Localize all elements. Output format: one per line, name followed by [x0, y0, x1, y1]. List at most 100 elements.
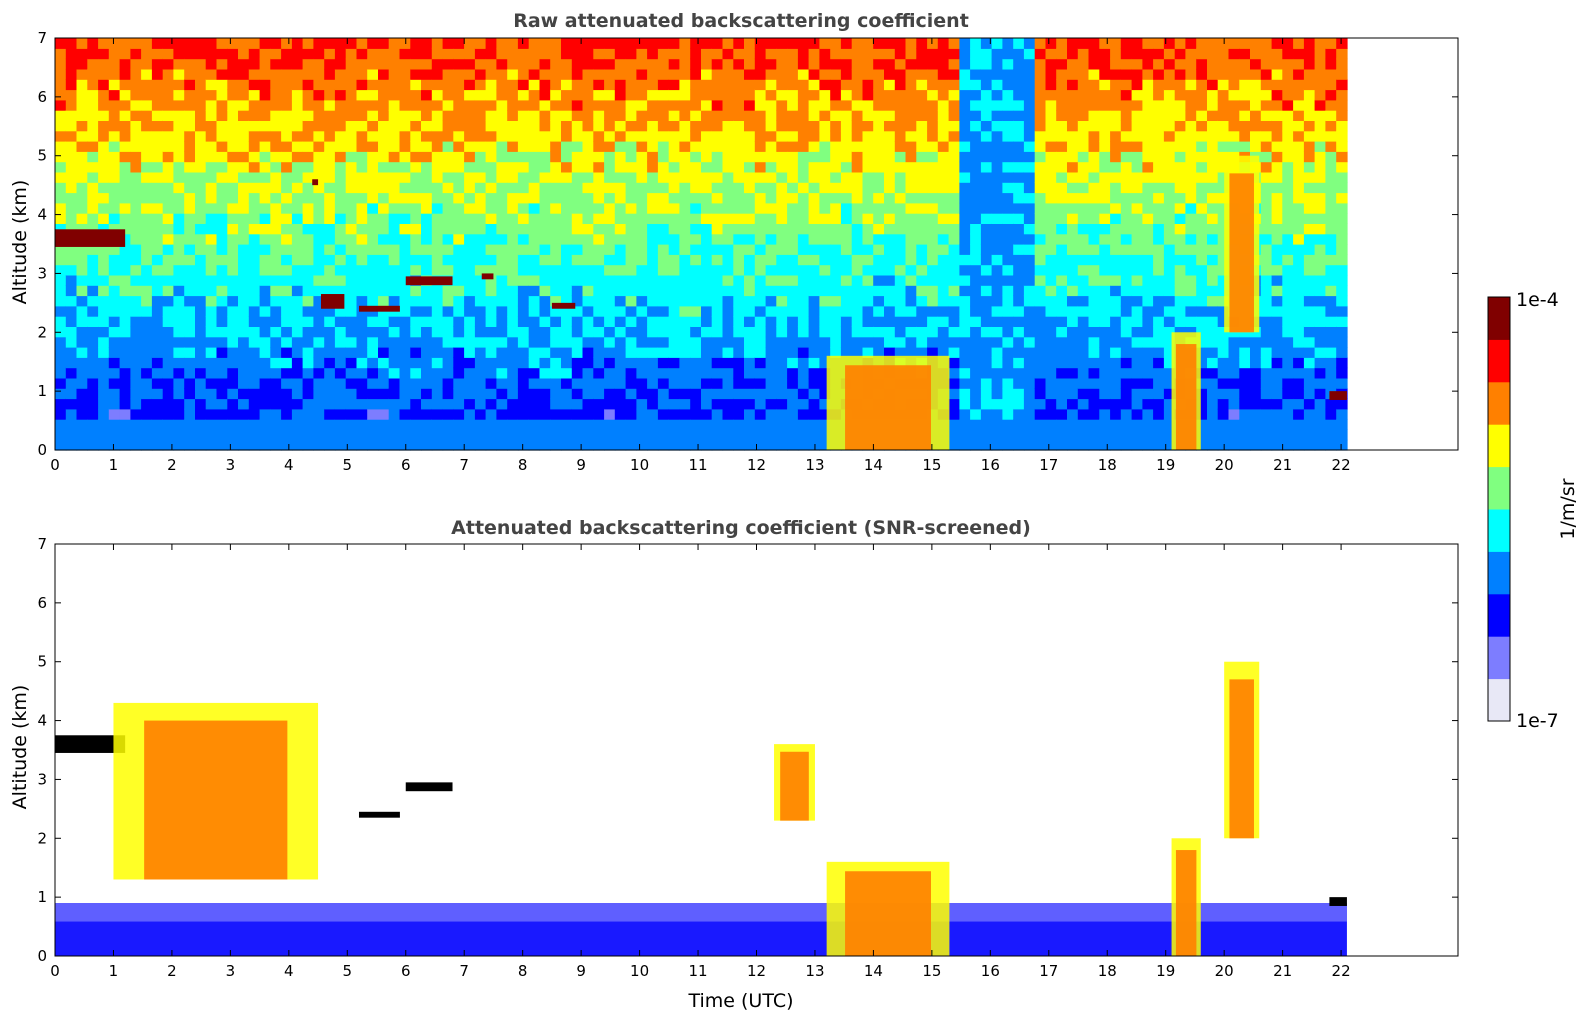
- heatmap-cell: [356, 367, 368, 379]
- heatmap-cell: [754, 130, 767, 142]
- heatmap-cell: [948, 336, 960, 348]
- heatmap-cell: [894, 223, 907, 235]
- heatmap-cell: [162, 377, 175, 389]
- heatmap-cell: [87, 171, 99, 183]
- heatmap-cell: [1260, 357, 1273, 369]
- heatmap-cell: [1120, 398, 1133, 410]
- heatmap-cell: [281, 89, 293, 101]
- heatmap-cell: [980, 192, 993, 204]
- heatmap-cell: [291, 398, 304, 410]
- heatmap-cell: [141, 48, 153, 60]
- heatmap-cell: [808, 171, 820, 183]
- heatmap-cell: [916, 264, 928, 276]
- heatmap-cell: [970, 367, 982, 379]
- heatmap-cell: [1110, 58, 1122, 70]
- heatmap-cell: [1185, 171, 1197, 183]
- heatmap-cell: [216, 419, 228, 430]
- heatmap-cell: [1336, 377, 1348, 389]
- heatmap-cell: [1282, 130, 1294, 142]
- heatmap-cell: [1045, 233, 1057, 245]
- heatmap-cell: [474, 295, 487, 307]
- heatmap-cell: [313, 89, 325, 101]
- heatmap-cell: [1056, 141, 1068, 152]
- heatmap-cell: [1056, 305, 1068, 317]
- heatmap-cell: [1142, 223, 1154, 235]
- heatmap-cell: [184, 439, 196, 451]
- heatmap-cell: [1196, 388, 1208, 400]
- heatmap-cell: [98, 110, 110, 121]
- heatmap-cell: [195, 244, 207, 255]
- heatmap-cell: [1282, 377, 1294, 389]
- heatmap-cell: [1336, 429, 1348, 441]
- heatmap-cell: [840, 48, 853, 60]
- heatmap-cell: [259, 336, 271, 348]
- heatmap-cell: [162, 130, 175, 142]
- heatmap-cell: [604, 130, 616, 142]
- heatmap-cell: [539, 295, 551, 307]
- heatmap-cell: [582, 419, 594, 430]
- heatmap-cell: [1110, 89, 1122, 101]
- heatmap-cell: [151, 367, 164, 379]
- heatmap-cell: [334, 264, 347, 276]
- heatmap-cell: [1185, 316, 1197, 327]
- heatmap-cell: [55, 305, 67, 317]
- heatmap-cell: [1217, 120, 1230, 132]
- heatmap-cell: [87, 48, 99, 60]
- heatmap-cell: [754, 68, 767, 80]
- heatmap-cell: [1293, 419, 1305, 430]
- heatmap-cell: [1293, 326, 1305, 338]
- heatmap-cell: [528, 79, 541, 91]
- heatmap-cell: [636, 357, 648, 369]
- heatmap-cell: [690, 367, 702, 379]
- heatmap-cell: [378, 110, 390, 121]
- heatmap-cell: [830, 38, 842, 49]
- heatmap-cell: [76, 254, 88, 266]
- heatmap-cell: [927, 326, 939, 338]
- heatmap-cell: [108, 305, 121, 317]
- heatmap-cell: [711, 233, 724, 245]
- heatmap-cell: [894, 79, 907, 91]
- heatmap-cell: [410, 161, 422, 173]
- heatmap-cell: [776, 48, 788, 60]
- heatmap-cell: [334, 244, 347, 255]
- heatmap-cell: [227, 130, 239, 142]
- heatmap-cell: [1045, 130, 1057, 142]
- heatmap-cell: [550, 213, 562, 224]
- heatmap-cell: [571, 110, 584, 121]
- heatmap-cell: [744, 213, 756, 224]
- heatmap-cell: [851, 110, 864, 121]
- heatmap-cell: [604, 192, 616, 204]
- heatmap-cell: [474, 68, 487, 80]
- heatmap-cell: [259, 377, 271, 389]
- heatmap-cell: [227, 161, 239, 173]
- heatmap-cell: [195, 429, 207, 441]
- heatmap-cell: [571, 223, 584, 235]
- heatmap-cell: [313, 347, 325, 358]
- heatmap-cell: [539, 120, 551, 132]
- heatmap-cell: [948, 68, 960, 80]
- heatmap-cell: [205, 254, 218, 266]
- heatmap-cell: [1045, 110, 1057, 121]
- heatmap-cell: [173, 377, 185, 389]
- heatmap-cell: [776, 367, 788, 379]
- heatmap-cell: [1034, 295, 1047, 307]
- heatmap-cell: [291, 377, 304, 389]
- heatmap-cell: [1250, 439, 1262, 451]
- heatmap-cell: [302, 130, 314, 142]
- heatmap-cell: [1077, 171, 1090, 183]
- heatmap-cell: [744, 99, 756, 111]
- heatmap-cell: [959, 110, 971, 121]
- heatmap-cell: [1067, 120, 1079, 132]
- heatmap-cell: [76, 305, 88, 317]
- heatmap-cell: [614, 141, 627, 152]
- heatmap-cell: [1045, 254, 1057, 266]
- heatmap-cell: [334, 439, 347, 451]
- heatmap-cell: [1034, 408, 1047, 420]
- heatmap-cell: [453, 99, 465, 111]
- heatmap-cell: [65, 398, 78, 410]
- heatmap-cell: [797, 68, 810, 80]
- heatmap-cell: [130, 377, 142, 389]
- heatmap-cell: [173, 408, 185, 420]
- heatmap-cell: [722, 151, 734, 163]
- heatmap-cell: [1077, 336, 1090, 348]
